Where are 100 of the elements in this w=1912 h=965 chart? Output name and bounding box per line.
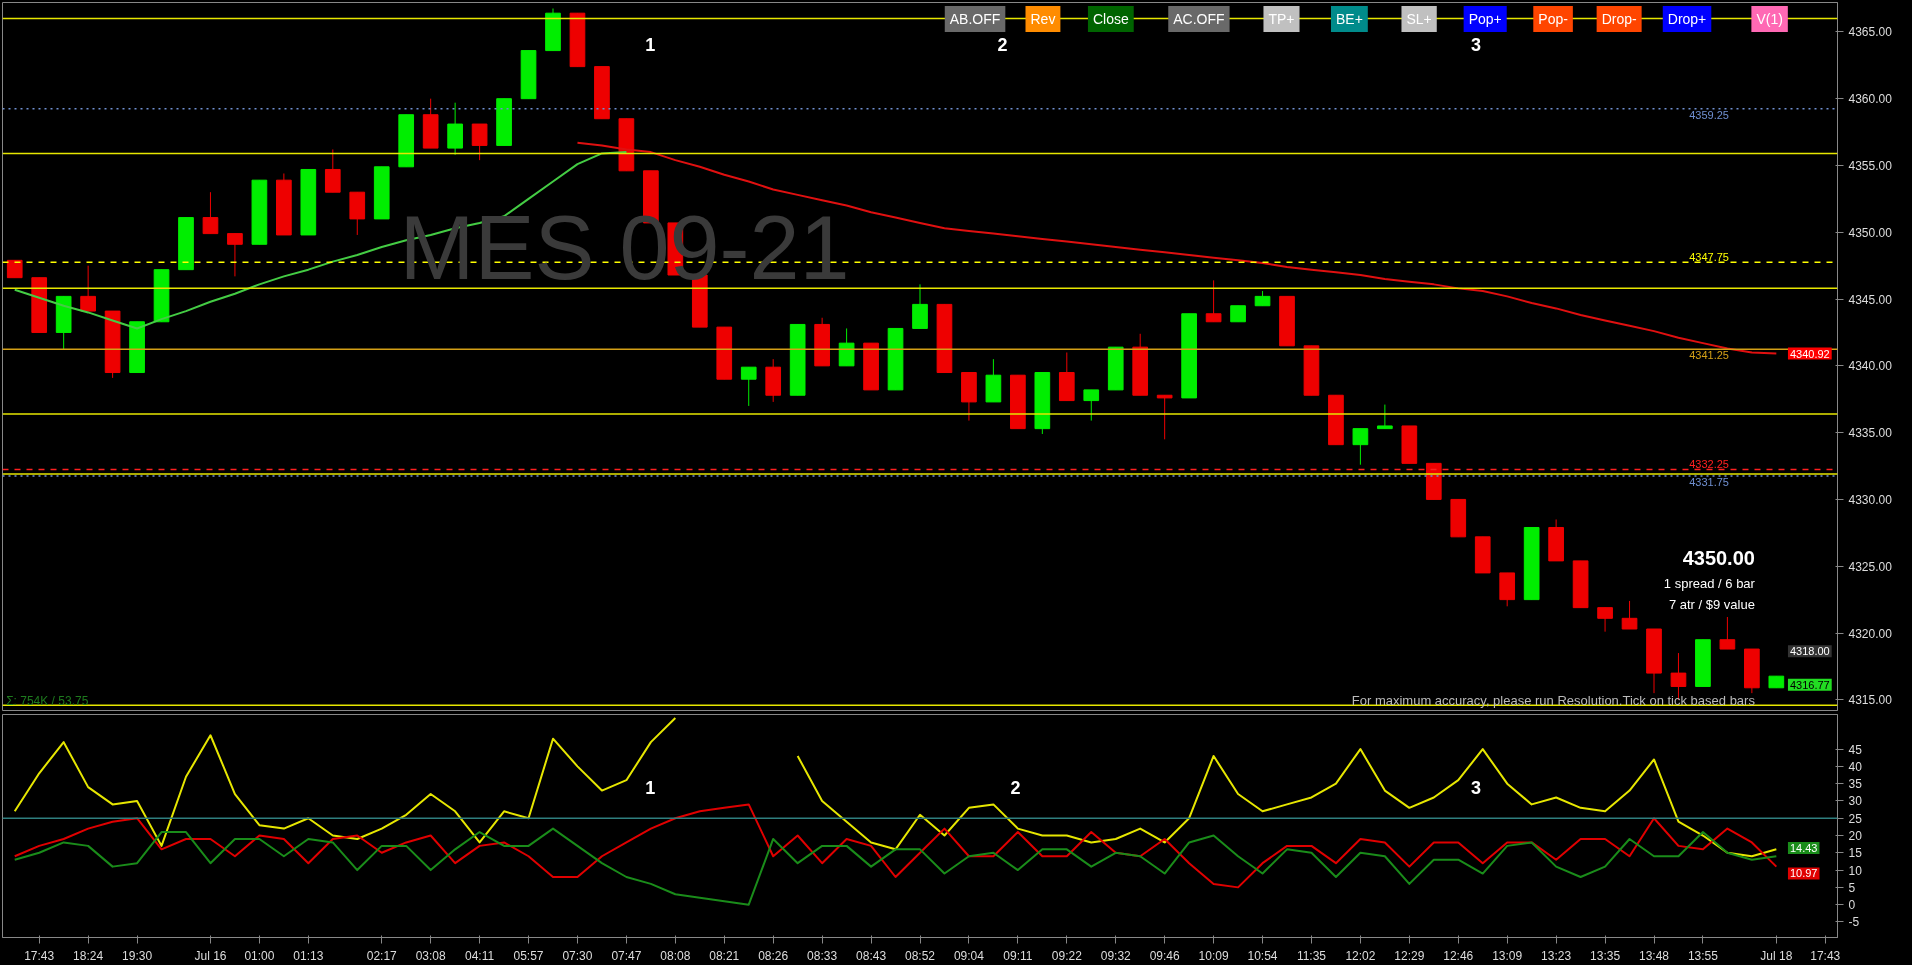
x-tick-label: Jul 16 bbox=[194, 948, 227, 963]
annotation: AB.OFF bbox=[949, 11, 1001, 28]
x-tick-label: 12:02 bbox=[1345, 948, 1376, 963]
annotation: Pop+ bbox=[1468, 11, 1502, 28]
annotation: Σ: 754K / 53.75 bbox=[6, 693, 89, 708]
x-tick-label: 13:23 bbox=[1541, 948, 1572, 963]
x-tick-label: 13:55 bbox=[1687, 948, 1719, 963]
annotation: Drop+ bbox=[1667, 11, 1707, 28]
ref-line-label: 4359.25 bbox=[1689, 108, 1729, 121]
candlestick bbox=[1719, 616, 1736, 650]
x-tick-label: Jul 18 bbox=[1760, 948, 1793, 963]
x-tick-label: 13:35 bbox=[1590, 948, 1621, 963]
y-tick-label: 4365.00 bbox=[1848, 25, 1893, 40]
x-tick-label: 17:43 bbox=[1810, 948, 1841, 963]
x-tick-label: 09:04 bbox=[953, 948, 985, 963]
annotation: For maximum accuracy, please run Resolution.Tick on tick based bars bbox=[1351, 692, 1756, 708]
annotation: Rev bbox=[1030, 11, 1056, 28]
y-tick-label: 4360.00 bbox=[1848, 92, 1893, 107]
annotation: 4340.92 bbox=[1789, 347, 1830, 360]
y-tick-label: 5 bbox=[1848, 880, 1856, 895]
y-tick-label: 35 bbox=[1848, 777, 1863, 792]
x-tick-label: 08:26 bbox=[758, 948, 789, 963]
annotation: 4316.77 bbox=[1789, 678, 1830, 691]
annotation: 4350.00 bbox=[1682, 547, 1755, 570]
candlestick bbox=[1083, 389, 1100, 422]
candlestick bbox=[1205, 279, 1222, 323]
x-tick-label: 10:54 bbox=[1247, 948, 1278, 963]
y-tick-label: 15 bbox=[1848, 846, 1863, 861]
candlestick bbox=[324, 148, 341, 193]
y-tick-label: 4330.00 bbox=[1848, 492, 1893, 507]
annotation: 7 atr / $9 value bbox=[1668, 596, 1755, 612]
x-tick-label: 08:08 bbox=[660, 948, 691, 963]
y-tick-label: 4355.00 bbox=[1848, 158, 1893, 173]
y-tick-label: 4350.00 bbox=[1848, 225, 1893, 240]
x-tick-label: 17:43 bbox=[24, 948, 55, 963]
annotation: 4318.00 bbox=[1789, 645, 1830, 658]
y-tick-label: 20 bbox=[1848, 829, 1863, 844]
x-tick-label: 01:00 bbox=[244, 948, 275, 963]
candlestick bbox=[202, 191, 219, 235]
y-tick-label: 45 bbox=[1848, 742, 1863, 757]
annotation: Close bbox=[1092, 11, 1129, 28]
x-tick-label: 12:29 bbox=[1394, 948, 1425, 963]
x-tick-label: 11:35 bbox=[1296, 948, 1327, 963]
x-tick-label: 04:11 bbox=[465, 948, 495, 963]
y-tick-label: 4320.00 bbox=[1848, 626, 1893, 641]
y-tick-label: 4345.00 bbox=[1848, 292, 1893, 307]
candlestick bbox=[740, 366, 757, 407]
x-tick-label: 08:43 bbox=[856, 948, 887, 963]
annotation: 1 spread / 6 bar bbox=[1663, 575, 1756, 591]
candlestick bbox=[1156, 394, 1173, 440]
x-tick-label: 13:48 bbox=[1638, 948, 1670, 963]
annotation: 1 bbox=[645, 35, 656, 56]
x-tick-label: 13:09 bbox=[1492, 948, 1523, 963]
annotation: 3 bbox=[1471, 777, 1482, 798]
annotation: 2 bbox=[997, 35, 1008, 56]
x-tick-label: 03:08 bbox=[415, 948, 447, 963]
annotation: Pop- bbox=[1538, 11, 1569, 28]
annotation: 14.43 bbox=[1789, 842, 1818, 855]
ref-line-label: 4341.25 bbox=[1689, 349, 1729, 362]
x-tick-label: 08:52 bbox=[904, 948, 936, 963]
x-tick-label: 08:33 bbox=[807, 948, 838, 963]
annotation: 10.97 bbox=[1789, 867, 1818, 880]
candlestick bbox=[1352, 428, 1369, 466]
x-tick-label: 08:21 bbox=[709, 948, 740, 963]
y-tick-label: 10 bbox=[1848, 863, 1863, 878]
x-tick-label: 09:11 bbox=[1003, 948, 1033, 963]
x-tick-label: 18:24 bbox=[73, 948, 104, 963]
annotation: 1 bbox=[645, 777, 656, 798]
y-tick-label: 0 bbox=[1848, 898, 1856, 913]
y-tick-label: 4325.00 bbox=[1848, 559, 1893, 574]
y-tick-label: 4315.00 bbox=[1848, 693, 1893, 708]
x-tick-label: 10:09 bbox=[1198, 948, 1229, 963]
y-tick-label: -5 bbox=[1848, 915, 1860, 930]
x-tick-label: 01:13 bbox=[293, 948, 324, 963]
annotation: TP+ bbox=[1268, 11, 1295, 28]
candlestick bbox=[1377, 404, 1393, 430]
annotation: V(1) bbox=[1756, 11, 1783, 28]
candlestick bbox=[227, 233, 243, 277]
x-tick-label: 09:22 bbox=[1051, 948, 1083, 963]
candlestick bbox=[1621, 600, 1638, 630]
candlestick bbox=[471, 123, 488, 161]
x-tick-label: 09:32 bbox=[1100, 948, 1132, 963]
y-tick-label: 40 bbox=[1848, 759, 1863, 774]
y-tick-label: 25 bbox=[1848, 811, 1863, 826]
candlestick bbox=[838, 327, 855, 367]
annotation: BE+ bbox=[1335, 11, 1363, 28]
x-tick-label: 09:46 bbox=[1149, 948, 1181, 963]
annotation: 3 bbox=[1471, 35, 1482, 56]
annotation: 2 bbox=[1010, 777, 1021, 798]
line-series bbox=[13, 827, 1778, 906]
line-series bbox=[13, 803, 1778, 889]
y-tick-label: 4335.00 bbox=[1848, 426, 1893, 441]
x-tick-label: 19:30 bbox=[122, 948, 153, 963]
x-tick-label: 07:30 bbox=[562, 948, 593, 963]
x-tick-label: 02:17 bbox=[366, 948, 398, 963]
y-tick-label: 30 bbox=[1848, 794, 1863, 809]
x-tick-label: 05:57 bbox=[513, 948, 544, 963]
candlestick bbox=[1597, 607, 1613, 633]
y-tick-label: 4340.00 bbox=[1848, 359, 1893, 374]
ref-line-label: 4331.75 bbox=[1689, 476, 1729, 489]
